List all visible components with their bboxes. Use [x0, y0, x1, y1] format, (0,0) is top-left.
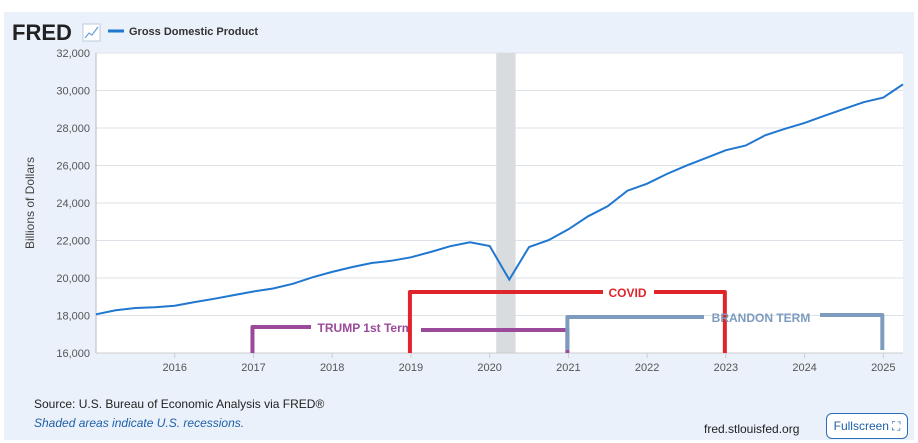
- chart-container: 16,000 18,000 20,000 22,000 24,000 26,000 28,0…: [4, 12, 914, 440]
- y-tick-label: 30,000: [56, 86, 90, 98]
- x-tick-label: 2016: [162, 362, 186, 374]
- source-text: Source: U.S. Bureau of Economic Analysis…: [34, 397, 325, 411]
- annotation-bracket-left: [407, 290, 603, 353]
- x-tick-label: 2019: [399, 362, 423, 374]
- y-axis-label: Billions of Dollars: [23, 157, 37, 249]
- annotation-label: BRANDON TERM: [712, 311, 811, 325]
- fred-logo: FRED: [12, 20, 72, 45]
- annotation-bracket-left: [565, 315, 704, 350]
- x-tick-label: 2018: [320, 362, 344, 374]
- annotation-label: TRUMP 1st Term: [318, 321, 413, 335]
- x-tick-label: 2024: [792, 362, 816, 374]
- recession-shade: [496, 53, 516, 353]
- y-tick-label: 22,000: [56, 236, 90, 248]
- fullscreen-icon: ⛶: [891, 418, 901, 433]
- annotation-label: COVID: [608, 286, 646, 300]
- annotation-bracket-right: [654, 290, 727, 353]
- series-line-gdp: [95, 83, 904, 316]
- x-tick-label: 2020: [477, 362, 501, 374]
- y-tick-label: 20,000: [56, 273, 90, 285]
- x-tick-label: 2021: [556, 362, 580, 374]
- site-link[interactable]: fred.stlouisfed.org: [704, 422, 800, 436]
- y-tick-label: 18,000: [56, 311, 90, 323]
- y-tick-label: 26,000: [56, 161, 90, 173]
- line-chart-icon-glyph: [84, 26, 99, 39]
- fullscreen-label: Fullscreen: [833, 419, 889, 433]
- line-chart-icon: [82, 23, 101, 42]
- y-tick-label: 28,000: [56, 123, 90, 135]
- fullscreen-button[interactable]: Fullscreen ⛶: [826, 413, 908, 439]
- x-tick-label: 2023: [714, 362, 738, 374]
- y-tick-label: 24,000: [56, 198, 90, 210]
- annotation-bracket-left: [250, 325, 311, 353]
- y-tick-label: 16,000: [56, 348, 90, 360]
- y-tick-label: 32,000: [56, 48, 90, 60]
- annotation-bracket-right: [820, 313, 885, 350]
- x-tick-label: 2025: [871, 362, 895, 374]
- legend-label: Gross Domestic Product: [129, 26, 258, 38]
- x-tick-label: 2022: [635, 362, 659, 374]
- chart-svg: 16,000 18,000 20,000 22,000 24,000 26,000 28,0…: [12, 20, 904, 374]
- x-tick-label: 2017: [241, 362, 265, 374]
- recession-note: Shaded areas indicate U.S. recessions.: [34, 416, 245, 430]
